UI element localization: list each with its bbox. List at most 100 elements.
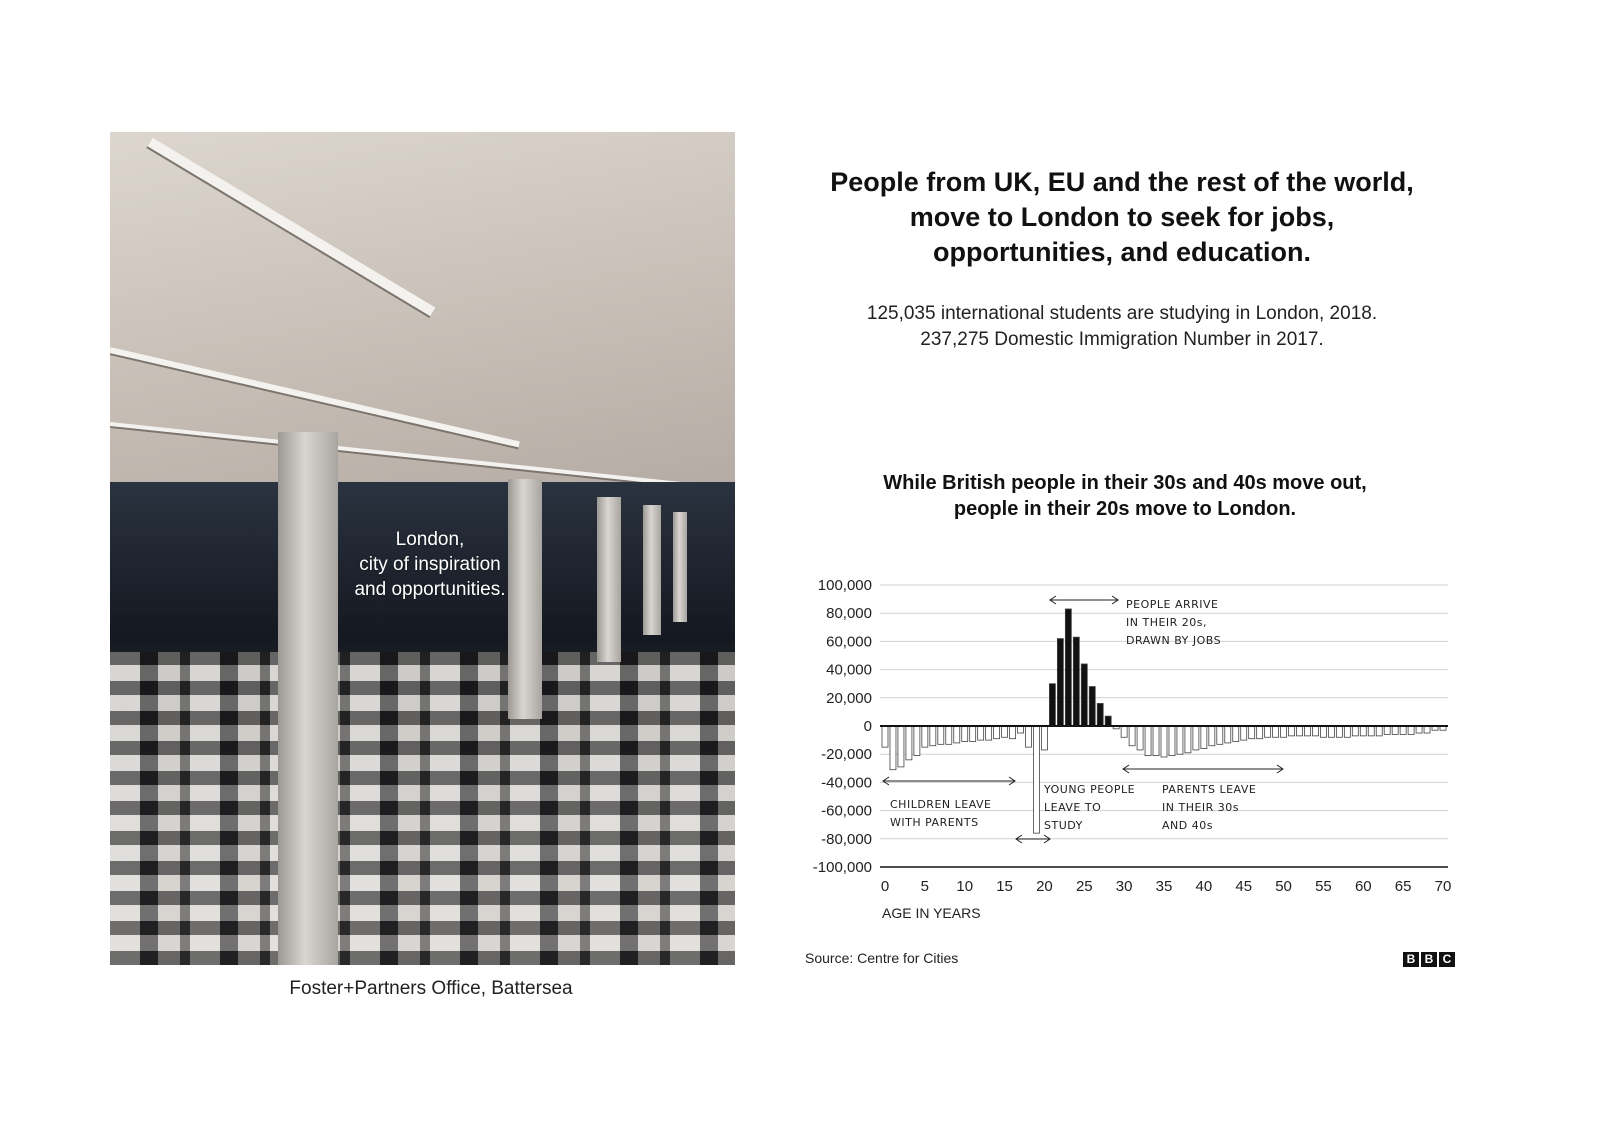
office-photo: London, city of inspiration and opportun… — [110, 132, 735, 965]
bar-negative — [945, 725, 953, 745]
chart-heading: While British people in their 30s and 40… — [790, 470, 1460, 522]
headline-line: opportunities, and education. — [933, 237, 1311, 267]
bar-negative — [929, 725, 937, 747]
bar-positive — [1064, 608, 1072, 727]
bar-negative — [1415, 725, 1423, 734]
headline-line: People from UK, EU and the rest of the w… — [830, 167, 1414, 197]
y-tick-label: 20,000 — [826, 690, 872, 707]
stats: 125,035 international students are study… — [790, 301, 1454, 353]
chart-heading-line: people in their 20s move to London. — [953, 498, 1297, 520]
x-tick-label: 5 — [921, 878, 929, 895]
bbc-logo: B B C — [1403, 952, 1455, 967]
photo-desks-shade — [110, 652, 735, 965]
bar-negative — [1184, 725, 1192, 754]
bar-negative — [1192, 725, 1200, 751]
bar-positive — [1088, 686, 1096, 727]
column — [278, 432, 338, 965]
logo-letter: B — [1403, 952, 1419, 967]
logo-letter: C — [1439, 952, 1455, 967]
headline-line: move to London to seek for jobs, — [909, 202, 1335, 232]
bar-negative — [1216, 725, 1224, 745]
bar-negative — [1208, 725, 1216, 747]
bar-negative — [1001, 725, 1008, 738]
bar-negative — [1335, 725, 1343, 738]
bar-negative — [1120, 725, 1128, 738]
bar-negative — [1232, 725, 1240, 742]
overlay-line: city of inspiration — [359, 554, 501, 575]
bar-negative — [1128, 725, 1136, 747]
bar-negative — [1383, 725, 1391, 735]
bar-negative — [1160, 725, 1168, 758]
bar-negative — [1136, 725, 1144, 751]
photo-ceiling — [110, 132, 735, 512]
bar-negative — [913, 725, 921, 757]
bar-positive — [1096, 703, 1104, 727]
bar-negative — [921, 725, 929, 748]
x-tick-label: 35 — [1156, 878, 1173, 895]
bar-negative — [1017, 725, 1024, 734]
x-tick-label: 50 — [1275, 878, 1292, 895]
column — [673, 512, 687, 622]
x-tick-label: 25 — [1076, 878, 1093, 895]
arrowhead-icon — [882, 776, 1016, 786]
bar-negative — [1399, 725, 1407, 735]
arrowhead-icon — [1015, 834, 1051, 844]
bar-negative — [1304, 725, 1311, 737]
bar-negative — [1041, 725, 1048, 751]
x-tick-label: 15 — [996, 878, 1013, 895]
x-axis-label: AGE IN YEARS — [882, 905, 981, 921]
annotation-arrive: DRAWN BY JOBS — [1126, 634, 1221, 647]
bar-positive — [1104, 715, 1112, 727]
y-tick-label: -40,000 — [821, 774, 872, 791]
column — [597, 497, 621, 662]
y-tick-label: 80,000 — [826, 605, 872, 622]
stat-students: 125,035 international students are study… — [866, 303, 1378, 324]
bar-negative — [905, 725, 913, 761]
x-tick-label: 10 — [956, 878, 973, 895]
y-tick-label: 0 — [864, 718, 872, 735]
overlay-line: London, — [395, 529, 465, 550]
bar-negative — [1025, 725, 1032, 748]
x-tick-label: 70 — [1435, 878, 1452, 895]
annotation-parents: PARENTS LEAVE — [1162, 783, 1256, 796]
x-tick-label: 40 — [1196, 878, 1213, 895]
y-tick-label: 60,000 — [826, 633, 872, 650]
stat-domestic: 237,275 Domestic Immigration Number in 2… — [920, 329, 1324, 350]
annotation-arrive: IN THEIR 20s, — [1126, 616, 1207, 629]
y-tick-label: 100,000 — [818, 577, 872, 594]
annotation-children: WITH PARENTS — [890, 816, 979, 829]
headline: People from UK, EU and the rest of the w… — [790, 165, 1454, 270]
bar-negative — [881, 725, 889, 748]
x-tick-label: 55 — [1315, 878, 1332, 895]
annotation-young: LEAVE TO — [1044, 801, 1101, 814]
bar-negative — [1423, 725, 1431, 734]
y-tick-label: -20,000 — [821, 746, 872, 763]
bar-negative — [1288, 725, 1295, 737]
bar-negative — [961, 725, 969, 742]
bar-positive — [1072, 636, 1080, 727]
bar-positive — [1056, 638, 1064, 727]
bar-positive — [1080, 663, 1088, 727]
bar-negative — [1391, 725, 1399, 735]
bar-negative — [1009, 725, 1016, 740]
bar-negative — [1280, 725, 1287, 738]
bar-negative — [1144, 725, 1152, 757]
bar-negative — [1328, 725, 1335, 738]
x-tick-label: 20 — [1036, 878, 1053, 895]
bar-negative — [1256, 725, 1264, 740]
annotation-young: YOUNG PEOPLE — [1043, 783, 1135, 796]
bar-negative — [1367, 725, 1375, 737]
bar-negative — [1224, 725, 1232, 744]
annotation-children: CHILDREN LEAVE — [890, 798, 992, 811]
bar-negative — [993, 725, 1001, 740]
bar-negative — [1033, 725, 1040, 834]
overlay-line: and opportunities. — [354, 579, 506, 600]
x-tick-label: 65 — [1395, 878, 1412, 895]
bar-negative — [953, 725, 961, 744]
bar-negative — [1351, 725, 1359, 737]
bar-negative — [985, 725, 993, 741]
bar-negative — [1176, 725, 1184, 755]
bar-negative — [1200, 725, 1208, 749]
source-note: Source: Centre for Cities — [805, 950, 959, 966]
annotation-arrive: PEOPLE ARRIVE — [1126, 598, 1218, 611]
